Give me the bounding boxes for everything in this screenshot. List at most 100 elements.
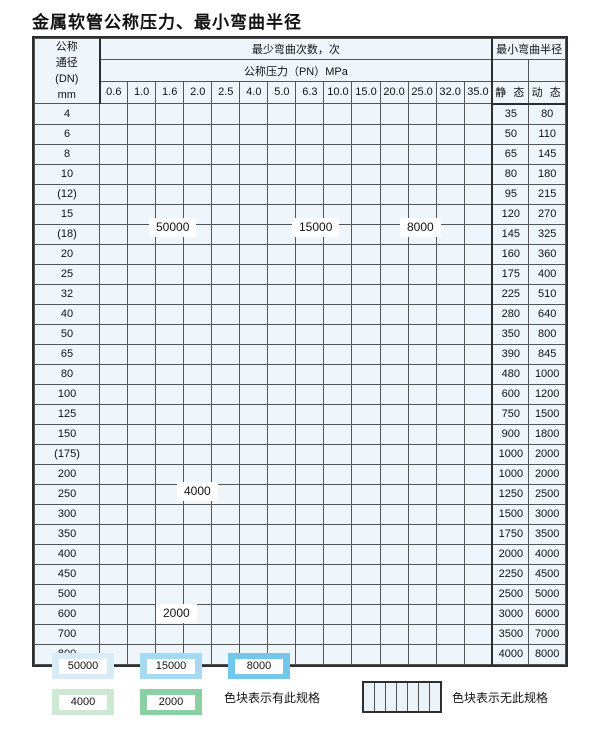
cell-dn10-pn32.0 xyxy=(435,163,465,185)
cell-dn350-pn5.0 xyxy=(267,523,297,545)
header-pressure-15-0: 15.0 xyxy=(351,80,381,105)
cell-dn500-pn6.3 xyxy=(295,583,325,605)
header-pressure-5-0: 5.0 xyxy=(267,80,297,105)
row-dn-label: 40 xyxy=(33,303,101,325)
cell-dn65-pn1.0 xyxy=(127,343,157,365)
cell-dn450-pn5.0 xyxy=(267,563,297,585)
cell-dn(175)-pn1.6 xyxy=(155,443,185,465)
cell-dn(18)-pn2.5 xyxy=(211,223,241,245)
legend: 50000 15000 8000 4000 2000 色块表示有此规格 色块表示无此规格 xyxy=(32,645,568,735)
cell-dn15-pn0.6 xyxy=(99,203,129,225)
cell-dn350-pn4.0 xyxy=(239,523,269,545)
cell-dn15-pn2.5 xyxy=(211,203,241,225)
cell-dn20-pn35.0 xyxy=(463,243,494,265)
cell-dn15-pn35.0 xyxy=(463,203,494,225)
cell-dn500-pn1.6 xyxy=(155,583,185,605)
cell-dn(18)-pn0.6 xyxy=(99,223,129,245)
row-dynamic-radius: 3500 xyxy=(528,523,566,545)
table-row: 50 350 800 xyxy=(33,323,566,345)
row-dynamic-radius: 2000 xyxy=(528,463,566,485)
row-dynamic-radius: 5000 xyxy=(528,583,566,605)
cell-dn600-pn20.0 xyxy=(379,603,409,625)
cell-dn700-pn1.6 xyxy=(155,623,185,645)
cell-dn32-pn1.0 xyxy=(127,283,157,305)
cell-dn500-pn4.0 xyxy=(239,583,269,605)
cell-dn250-pn1.0 xyxy=(127,483,157,505)
row-dynamic-radius: 3000 xyxy=(528,503,566,525)
cell-dn350-pn2.0 xyxy=(183,523,213,545)
cell-dn450-pn25.0 xyxy=(407,563,437,585)
cell-dn40-pn6.3 xyxy=(295,303,325,325)
table-row: 125 750 1500 xyxy=(33,403,566,425)
row-dn-label: 65 xyxy=(33,343,101,365)
row-dynamic-radius: 4500 xyxy=(528,563,566,585)
table-row: 400 2000 4000 xyxy=(33,543,566,565)
cell-dn200-pn15.0 xyxy=(351,463,381,485)
cell-dn32-pn2.0 xyxy=(183,283,213,305)
cell-dn32-pn0.6 xyxy=(99,283,129,305)
cell-dn400-pn1.0 xyxy=(127,543,157,565)
cell-dn15-pn15.0 xyxy=(351,203,381,225)
header-pressure-10-0: 10.0 xyxy=(323,80,353,105)
cell-dn(12)-pn35.0 xyxy=(463,183,494,205)
cell-dn20-pn2.5 xyxy=(211,243,241,265)
cell-dn350-pn2.5 xyxy=(211,523,241,545)
cell-dn125-pn5.0 xyxy=(267,403,297,425)
cell-dn(175)-pn2.5 xyxy=(211,443,241,465)
cell-dn250-pn6.3 xyxy=(295,483,325,505)
cell-dn200-pn35.0 xyxy=(463,463,494,485)
cell-dn(175)-pn15.0 xyxy=(351,443,381,465)
cell-dn50-pn1.0 xyxy=(127,323,157,345)
cell-dn50-pn4.0 xyxy=(239,323,269,345)
row-static-radius: 95 xyxy=(491,183,530,205)
cell-dn65-pn1.6 xyxy=(155,343,185,365)
row-dn-label: 50 xyxy=(33,323,101,345)
cell-dn80-pn25.0 xyxy=(407,363,437,385)
cell-dn(18)-pn5.0 xyxy=(267,223,297,245)
row-static-radius: 600 xyxy=(491,383,530,405)
cell-dn15-pn25.0 xyxy=(407,203,437,225)
cell-dn400-pn25.0 xyxy=(407,543,437,565)
cell-dn250-pn15.0 xyxy=(351,483,381,505)
header-row-1: 公称 通径 (DN) mm 最少弯曲次数，次 最小弯曲半径 xyxy=(33,37,567,104)
legend-swatch-label: 15000 xyxy=(147,658,195,674)
legend-swatch-label: 8000 xyxy=(235,658,283,674)
cell-dn8-pn4.0 xyxy=(239,143,269,165)
cell-dn25-pn5.0 xyxy=(267,263,297,285)
cell-dn(175)-pn4.0 xyxy=(239,443,269,465)
row-static-radius: 4000 xyxy=(491,643,530,665)
row-static-radius: 1000 xyxy=(491,443,530,465)
cell-dn4-pn32.0 xyxy=(435,103,465,125)
cell-dn80-pn2.0 xyxy=(183,363,213,385)
cell-dn150-pn6.3 xyxy=(295,423,325,445)
row-dn-label: 80 xyxy=(33,363,101,385)
cell-dn150-pn32.0 xyxy=(435,423,465,445)
cell-dn600-pn0.6 xyxy=(99,603,129,625)
cell-dn150-pn15.0 xyxy=(351,423,381,445)
header-pressure-0-6: 0.6 xyxy=(99,80,129,105)
cell-dn600-pn2.5 xyxy=(211,603,241,625)
cell-dn700-pn0.6 xyxy=(99,623,129,645)
cell-dn350-pn35.0 xyxy=(463,523,494,545)
cell-dn100-pn10.0 xyxy=(323,383,353,405)
cell-dn25-pn25.0 xyxy=(407,263,437,285)
header-pressure-6-3: 6.3 xyxy=(295,80,325,105)
cell-dn350-pn25.0 xyxy=(407,523,437,545)
cell-dn300-pn32.0 xyxy=(435,503,465,525)
row-dynamic-radius: 1200 xyxy=(528,383,566,405)
row-dn-label: 400 xyxy=(33,543,101,565)
cell-dn(12)-pn2.5 xyxy=(211,183,241,205)
row-dn-label: 450 xyxy=(33,563,101,585)
cell-dn20-pn4.0 xyxy=(239,243,269,265)
row-static-radius: 390 xyxy=(491,343,530,365)
cell-dn65-pn2.0 xyxy=(183,343,213,365)
cell-dn125-pn15.0 xyxy=(351,403,381,425)
cell-dn125-pn1.6 xyxy=(155,403,185,425)
cell-dn250-pn4.0 xyxy=(239,483,269,505)
row-dynamic-radius: 1500 xyxy=(528,403,566,425)
page-title: 金属软管公称压力、最小弯曲半径 xyxy=(32,13,302,33)
header-pressure-20-0: 20.0 xyxy=(379,80,409,105)
cell-dn350-pn6.3 xyxy=(295,523,325,545)
cell-dn4-pn25.0 xyxy=(407,103,437,125)
cell-dn450-pn10.0 xyxy=(323,563,353,585)
